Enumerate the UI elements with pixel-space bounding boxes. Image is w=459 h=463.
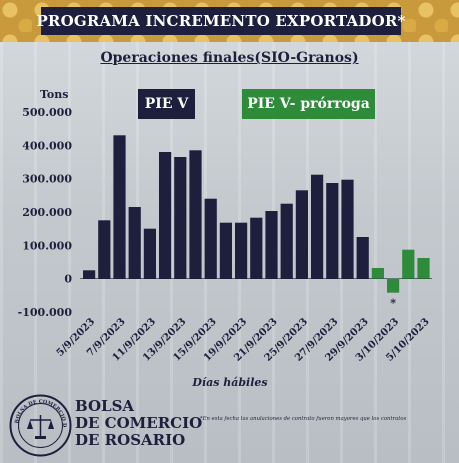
y-tick-label: 200.000 [22,206,72,219]
y-axis-label: Tons [40,88,68,101]
bar-pie-v [250,217,263,279]
bar-pie-v [265,211,278,279]
y-tick-label: 0 [64,273,72,286]
bar-pie-v-prorroga [387,278,400,293]
bar-pie-v [219,222,232,279]
bar-pie-v [174,157,187,279]
bar-pie-v [295,190,308,279]
y-tick-label: 400.000 [22,139,72,152]
bar-pie-v [341,179,354,279]
bar-pie-v [189,150,202,279]
bar-pie-v [235,222,248,279]
bar-pie-v [98,220,111,279]
bar-pie-v-prorroga [371,268,384,279]
org-name-line-1: BOLSA [75,397,135,415]
annotation-asterisk: * [390,297,396,310]
chart-subtitle: Operaciones finales(SIO-Granos) [100,50,359,66]
org-name-line-2: DE COMERCIO [75,414,203,432]
seal-text: BOLSA DE COMERCIO DE ROSARIO [5,389,67,428]
bar-pie-v [326,183,339,279]
legend-pie-v-prorroga: PIE V- prórroga [242,89,375,119]
footnote: *En esta fecha las anulaciones de contra… [200,416,407,422]
bar-pie-v [143,228,156,279]
y-tick-label: 500.000 [22,106,72,119]
bar-pie-v-prorroga [402,249,415,279]
bar-pie-v [204,198,217,279]
org-name-line-3: DE ROSARIO [75,431,186,449]
banner-title: PROGRAMA INCREMENTO EXPORTADOR* [36,7,405,35]
bar-pie-v [128,207,141,279]
y-tick-label: -100.000 [18,306,73,319]
bar-pie-v [280,203,293,279]
org-name: BOLSA DE COMERCIO DE ROSARIO [75,398,202,449]
bar-pie-v [83,270,96,279]
bar-pie-v [159,152,172,279]
bar-pie-v [311,174,324,279]
legend-pie-v: PIE V [138,89,195,119]
bar-pie-v-prorroga [417,258,430,279]
x-axis-title: Días hábiles [192,376,268,389]
bar-pie-v [356,237,369,279]
svg-text:BOLSA DE COMERCIO DE ROSARIO: BOLSA DE COMERCIO DE ROSARIO [8,393,67,428]
y-tick-label: 300.000 [22,173,72,186]
logo-seal: BOLSA DE COMERCIO DE ROSARIO [5,389,73,458]
y-tick-label: 100.000 [22,239,72,252]
bar-pie-v [113,135,126,279]
